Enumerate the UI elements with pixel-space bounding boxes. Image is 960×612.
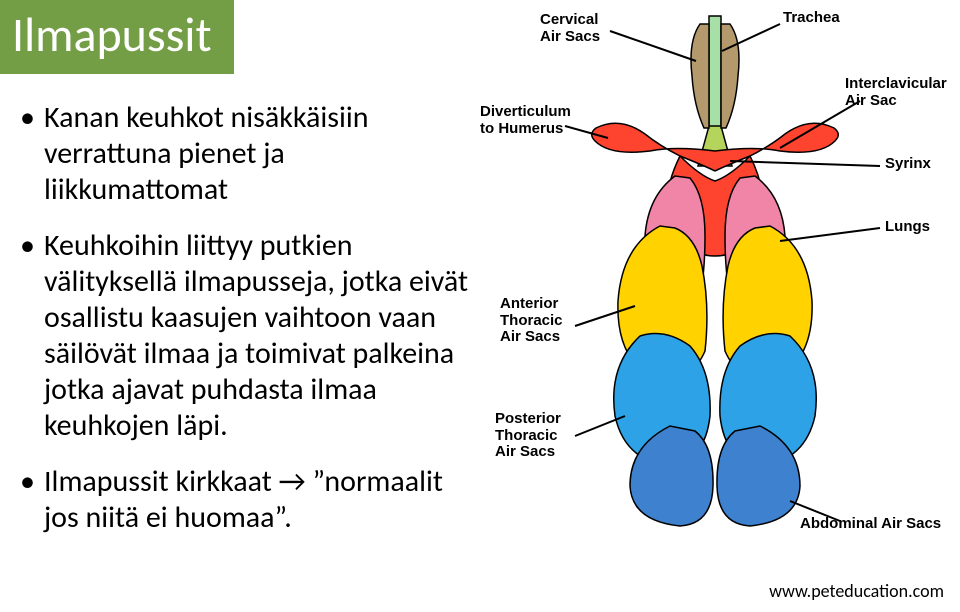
label-diverticulum: Diverticulumto Humerus [480,104,571,137]
label-trachea: Trachea [783,10,840,27]
label-anterior: AnteriorThoracicAir Sacs [500,296,563,346]
cervical-left [691,24,709,128]
air-sac-diagram: CervicalAir Sacs Trachea Diverticulumto … [480,6,950,546]
credit-text: www.peteducation.com [769,580,944,602]
trachea-shape [709,16,721,136]
label-interclavicular: InterclavicularAir Sac [845,76,947,109]
bullet-item: Ilmapussit kirkkaat → ”normaalit jos nii… [44,464,470,536]
cervical-right [721,24,739,128]
label-abdominal: Abdominal Air Sacs [800,516,941,533]
pointer-lungs [780,228,880,241]
slide: Ilmapussit Kanan keuhkot nisäkkäisiin ve… [0,0,960,612]
label-syrinx: Syrinx [885,156,931,173]
label-cervical: CervicalAir Sacs [540,12,600,45]
bullet-list: Kanan keuhkot nisäkkäisiin verrattuna pi… [16,100,470,536]
label-lungs: Lungs [885,219,930,236]
text-content: Kanan keuhkot nisäkkäisiin verrattuna pi… [0,100,470,556]
bullet-item: Kanan keuhkot nisäkkäisiin verrattuna pi… [44,100,470,208]
slide-title: Ilmapussit [12,10,212,60]
bullet-item: Keuhkoihin liittyy putkien välityksellä … [44,228,470,444]
pointer-cervical [610,31,696,61]
title-bar: Ilmapussit [0,0,234,74]
label-posterior: PosteriorThoracicAir Sacs [495,411,561,461]
